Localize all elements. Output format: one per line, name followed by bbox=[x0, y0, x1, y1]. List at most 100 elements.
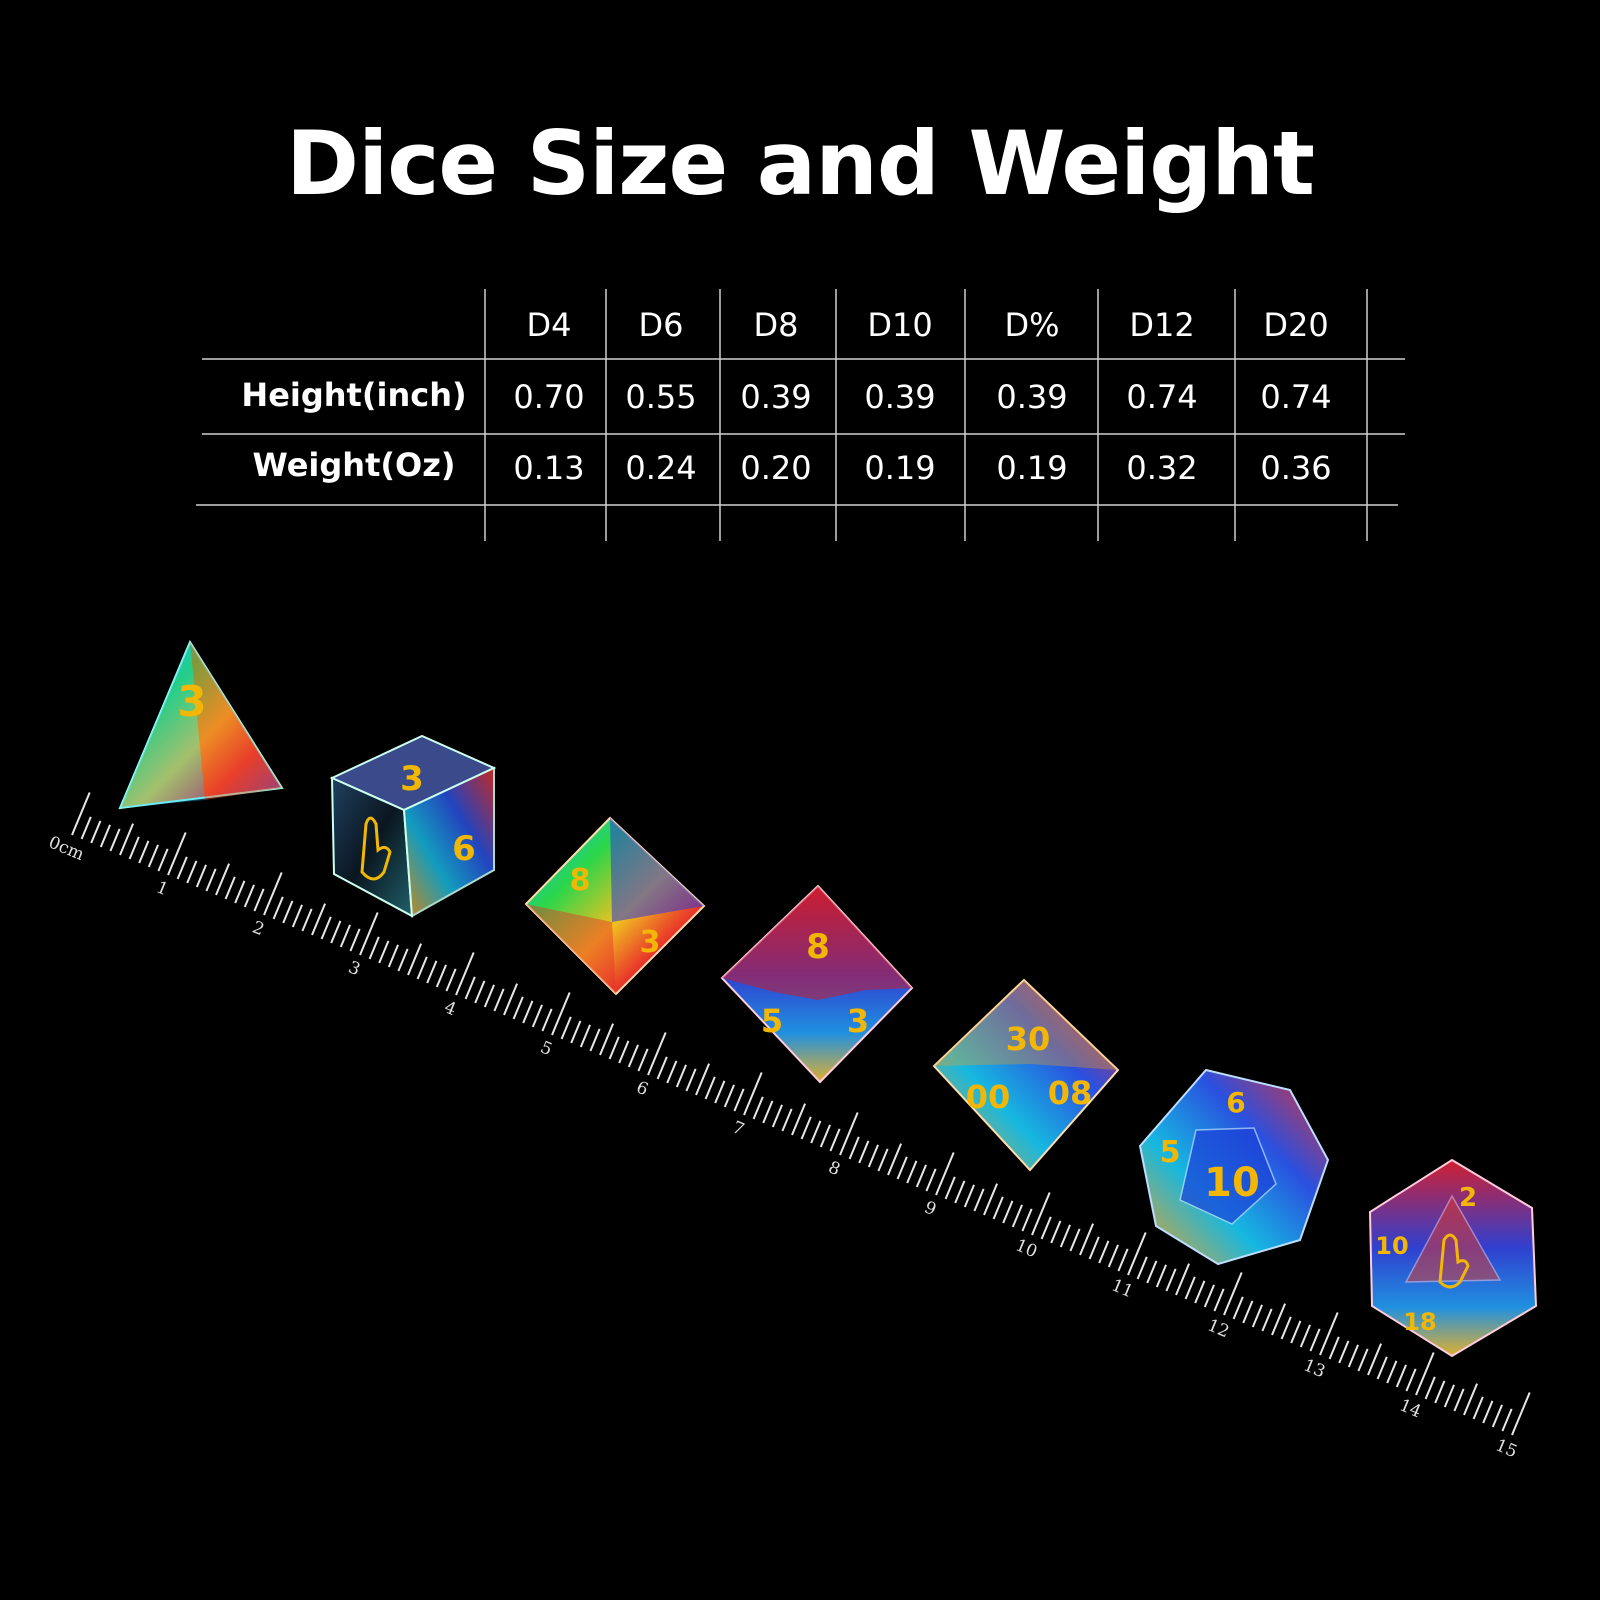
ruler-tick bbox=[1011, 1204, 1023, 1228]
ruler-tick bbox=[416, 956, 428, 980]
height-cell: 0.74 bbox=[1126, 378, 1198, 416]
ruler-label: 6 bbox=[633, 1078, 651, 1101]
ruler-tick bbox=[291, 904, 303, 928]
ruler-tick bbox=[896, 1156, 908, 1180]
ruler-label: 1 bbox=[153, 878, 171, 901]
ruler-tick bbox=[282, 900, 294, 924]
d12-number: 6 bbox=[1226, 1086, 1245, 1119]
ruler-tick bbox=[848, 1136, 860, 1160]
ruler-tick bbox=[906, 1160, 918, 1184]
ruler-tick bbox=[397, 948, 409, 972]
hamsa-icon bbox=[360, 816, 392, 881]
ruler-tick bbox=[205, 868, 217, 892]
ruler-tick bbox=[1040, 1216, 1052, 1240]
ruler-tick bbox=[618, 1040, 630, 1064]
ruler-tick bbox=[186, 860, 198, 884]
ruler-tick bbox=[1290, 1320, 1302, 1344]
d4-die-icon: 3 bbox=[118, 639, 284, 810]
row-label-height: Height(inch) bbox=[241, 376, 467, 414]
ruler-tick bbox=[839, 1112, 859, 1156]
ruler-tick bbox=[1338, 1340, 1350, 1364]
height-cell: 0.55 bbox=[625, 378, 697, 416]
d10-die-icon: 8 5 3 bbox=[720, 884, 914, 1084]
ruler-tick bbox=[1261, 1308, 1273, 1332]
ruler-tick bbox=[1501, 1408, 1513, 1432]
d6-die-icon: 3 6 bbox=[329, 734, 497, 918]
ruler-label: 11 bbox=[1108, 1275, 1136, 1302]
column-header-d10: D10 bbox=[867, 306, 933, 344]
d12-die-icon: 10 6 5 bbox=[1138, 1068, 1330, 1266]
weight-cell: 0.36 bbox=[1260, 449, 1332, 487]
ruler-tick bbox=[675, 1064, 687, 1088]
ruler-tick bbox=[195, 864, 207, 888]
ruler-tick bbox=[1415, 1352, 1435, 1396]
ruler-tick bbox=[887, 1143, 902, 1176]
ruler-tick bbox=[1059, 1224, 1071, 1248]
ruler-tick bbox=[263, 872, 283, 916]
ruler-tick bbox=[80, 816, 92, 840]
ruler-tick bbox=[1347, 1344, 1359, 1368]
hamsa-icon bbox=[1438, 1233, 1470, 1289]
ruler-tick bbox=[243, 884, 255, 908]
height-cell: 0.39 bbox=[740, 378, 812, 416]
ruler-tick bbox=[656, 1056, 668, 1080]
d10-number: 3 bbox=[847, 1002, 869, 1040]
ruler-tick bbox=[877, 1148, 889, 1172]
ruler-tick bbox=[1165, 1268, 1177, 1292]
ruler-tick bbox=[1443, 1384, 1455, 1408]
ruler-tick bbox=[1280, 1316, 1292, 1340]
ruler-tick bbox=[359, 912, 379, 956]
d8-die-icon: 8 3 bbox=[524, 816, 706, 996]
ruler-tick bbox=[867, 1144, 879, 1168]
ruler-tick bbox=[714, 1080, 726, 1104]
d20-number: 2 bbox=[1459, 1183, 1477, 1213]
ruler-tick bbox=[627, 1044, 639, 1068]
ruler-tick bbox=[973, 1188, 985, 1212]
ruler-tick bbox=[1463, 1383, 1478, 1416]
d6-number: 3 bbox=[400, 759, 424, 799]
d20-number: 18 bbox=[1403, 1308, 1436, 1336]
ruler-tick bbox=[608, 1036, 620, 1060]
ruler-tick bbox=[167, 832, 187, 876]
d4-number: 3 bbox=[177, 677, 206, 726]
ruler-tick bbox=[819, 1124, 831, 1148]
height-cell: 0.70 bbox=[513, 378, 585, 416]
ruler-tick bbox=[810, 1120, 822, 1144]
ruler-tick bbox=[983, 1183, 998, 1216]
ruler-tick bbox=[224, 876, 236, 900]
ruler-tick bbox=[771, 1104, 783, 1128]
column-header-d20: D20 bbox=[1263, 306, 1329, 344]
ruler-tick bbox=[723, 1084, 735, 1108]
ruler-tick bbox=[954, 1180, 966, 1204]
ruler-tick bbox=[1021, 1208, 1033, 1232]
weight-cell: 0.24 bbox=[625, 449, 697, 487]
ruler-label: 14 bbox=[1396, 1395, 1424, 1422]
ruler-label: 9 bbox=[921, 1198, 939, 1221]
ruler-tick bbox=[1309, 1328, 1321, 1352]
ruler-tick bbox=[915, 1164, 927, 1188]
ruler-tick bbox=[1511, 1392, 1531, 1436]
page-title: Dice Size and Weight bbox=[286, 112, 1315, 215]
ruler-tick bbox=[1203, 1284, 1215, 1308]
ruler-tick bbox=[599, 1023, 614, 1056]
column-header-d-percent: D% bbox=[1004, 306, 1060, 344]
ruler-tick bbox=[695, 1063, 710, 1096]
height-cell: 0.39 bbox=[996, 378, 1068, 416]
ruler-tick bbox=[1050, 1220, 1062, 1244]
weight-cell: 0.19 bbox=[864, 449, 936, 487]
ruler-tick bbox=[589, 1028, 601, 1052]
column-header-d12: D12 bbox=[1129, 306, 1195, 344]
ruler-tick bbox=[685, 1068, 697, 1092]
d-percent-number: 08 bbox=[1048, 1074, 1093, 1112]
weight-cell: 0.32 bbox=[1126, 449, 1198, 487]
ruler-tick bbox=[109, 828, 121, 852]
ruler-tick bbox=[128, 836, 140, 860]
ruler-tick bbox=[483, 984, 495, 1008]
ruler-tick bbox=[1213, 1288, 1225, 1312]
ruler-tick bbox=[464, 976, 476, 1000]
ruler-tick bbox=[1271, 1303, 1286, 1336]
ruler-tick bbox=[637, 1048, 649, 1072]
ruler-tick bbox=[387, 944, 399, 968]
d10-number: 8 bbox=[806, 927, 830, 967]
ruler-label: 7 bbox=[729, 1118, 747, 1141]
